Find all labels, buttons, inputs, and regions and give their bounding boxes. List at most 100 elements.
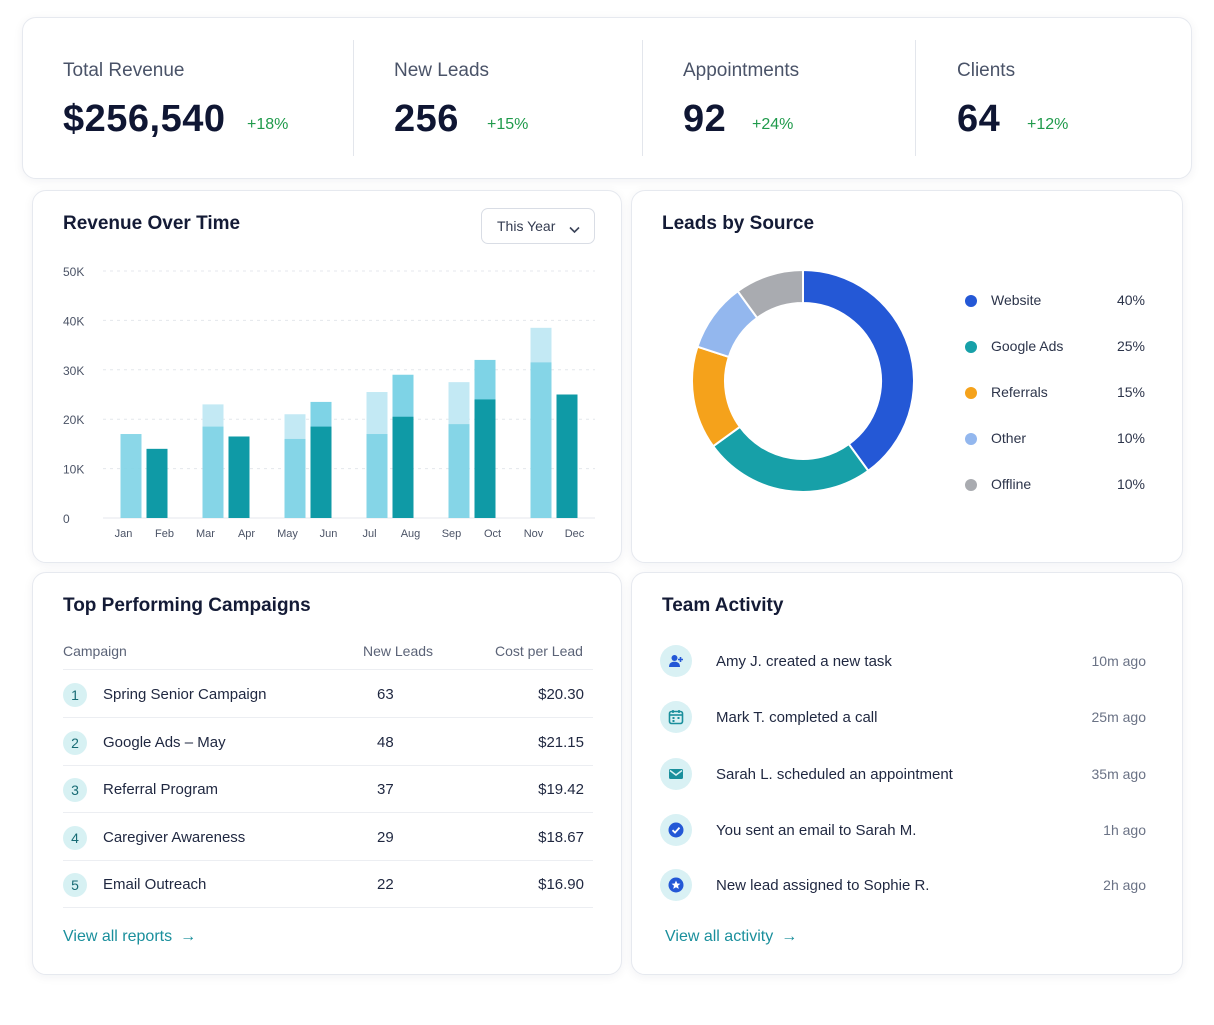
legend-swatch: [965, 479, 977, 491]
kpi-value: 256: [394, 98, 459, 140]
bar: [310, 426, 332, 518]
legend-swatch: [965, 341, 977, 353]
y-tick-label: 0: [63, 512, 70, 526]
activity-text: Mark T. completed a call: [716, 709, 878, 726]
leads-source-title: Leads by Source: [662, 213, 815, 234]
legend-label: Other: [991, 430, 1027, 446]
campaign-name: Google Ads – May: [103, 734, 226, 751]
bar: [146, 448, 168, 518]
campaign-leads: 22: [377, 876, 394, 893]
legend-label: Referrals: [991, 384, 1048, 400]
view-all-activity-link[interactable]: View all activity →: [665, 928, 797, 946]
campaign-row[interactable]: 3 Referral Program 37 $19.42: [63, 775, 593, 822]
star-badge-icon: [660, 869, 692, 901]
kpi-divider: [915, 40, 916, 156]
bar: [284, 438, 306, 518]
rank-badge: 5: [63, 873, 87, 897]
campaign-cost: $19.42: [538, 781, 584, 798]
bar: [120, 434, 142, 518]
kpi-appointments: Appointments 92 +24%: [683, 40, 913, 158]
y-tick-label: 20K: [63, 413, 84, 427]
bar: [530, 362, 552, 518]
leads-donut-chart: [691, 268, 915, 493]
x-tick-label: Sep: [442, 528, 462, 540]
activity-time: 35m ago: [1091, 766, 1146, 782]
campaign-cost: $21.15: [538, 734, 584, 751]
x-tick-label: May: [277, 528, 298, 540]
rank-badge: 2: [63, 731, 87, 755]
kpi-total-revenue: Total Revenue $256,540 +18%: [63, 40, 353, 158]
legend-percent: 10%: [1116, 476, 1145, 492]
kpi-delta: +18%: [247, 116, 289, 133]
activity-item[interactable]: Mark T. completed a call 25m ago: [660, 701, 1146, 735]
kpi-summary-card: Total Revenue $256,540 +18% New Leads 25…: [22, 17, 1192, 179]
y-tick-label: 10K: [63, 463, 84, 477]
donut-slice: [711, 425, 870, 493]
legend-label: Google Ads: [991, 338, 1064, 354]
col-header-campaign: Campaign: [63, 643, 127, 659]
row-divider: [63, 812, 593, 813]
activity-text: Sarah L. scheduled an appointment: [716, 766, 953, 783]
chevron-down-icon: [569, 221, 580, 237]
kpi-delta: +24%: [752, 116, 794, 133]
row-divider: [63, 717, 593, 718]
bar: [392, 416, 414, 518]
kpi-value: $256,540: [63, 98, 226, 140]
revenue-chart-card: Revenue Over Time This Year 0 10K 20K 30K 40…: [32, 190, 622, 563]
rank-badge: 3: [63, 778, 87, 802]
activity-time: 25m ago: [1091, 709, 1146, 725]
activity-item[interactable]: Sarah L. scheduled an appointment 35m ag…: [660, 758, 1146, 792]
campaign-row[interactable]: 1 Spring Senior Campaign 63 $20.30: [63, 680, 593, 727]
team-activity-card: Team Activity Amy J. created a new task …: [631, 572, 1183, 975]
activity-text: You sent an email to Sarah M.: [716, 822, 917, 839]
date-range-select[interactable]: This Year: [481, 208, 595, 244]
campaign-leads: 29: [377, 829, 394, 846]
view-all-reports-link[interactable]: View all reports →: [63, 928, 196, 946]
campaign-leads: 37: [377, 781, 394, 798]
legend-item: Website 40%: [962, 291, 1152, 311]
legend-item: Google Ads 25%: [962, 337, 1152, 357]
revenue-bar-chart: 0 10K 20K 30K 40K 50K Jan Feb Mar Apr May Jun Jul Aug…: [63, 265, 595, 540]
bar: [474, 399, 496, 518]
kpi-delta: +15%: [487, 116, 529, 133]
kpi-divider: [642, 40, 643, 156]
y-tick-label: 40K: [63, 314, 84, 328]
activity-time: 2h ago: [1103, 877, 1146, 893]
x-tick-label: Jul: [362, 528, 376, 540]
check-circle-icon: [660, 814, 692, 846]
rank-badge: 1: [63, 683, 87, 707]
row-divider: [63, 765, 593, 766]
bar: [366, 434, 388, 518]
row-divider: [63, 907, 593, 908]
activity-item[interactable]: New lead assigned to Sophie R. 2h ago: [660, 869, 1146, 903]
legend-label: Offline: [991, 476, 1032, 492]
header-divider: [63, 669, 593, 670]
team-activity-title: Team Activity: [662, 595, 784, 616]
campaign-row[interactable]: 5 Email Outreach 22 $16.90: [63, 870, 593, 917]
kpi-divider: [353, 40, 354, 156]
x-tick-label: Jun: [320, 528, 338, 540]
campaign-row[interactable]: 2 Google Ads – May 48 $21.15: [63, 728, 593, 775]
revenue-chart-title: Revenue Over Time: [63, 213, 241, 234]
user-plus-icon: [660, 645, 692, 677]
legend-percent: 25%: [1116, 338, 1145, 354]
y-tick-label: 50K: [63, 265, 84, 279]
legend-label: Website: [991, 292, 1042, 308]
x-tick-label: Oct: [484, 528, 501, 540]
legend-swatch: [965, 433, 977, 445]
arrow-right-icon: →: [180, 928, 197, 945]
campaign-leads: 48: [377, 734, 394, 751]
mail-icon: [660, 758, 692, 790]
legend-swatch: [965, 295, 977, 307]
kpi-label: New Leads: [394, 60, 490, 81]
campaign-leads: 63: [377, 686, 394, 703]
activity-item[interactable]: Amy J. created a new task 10m ago: [660, 645, 1146, 679]
activity-item[interactable]: You sent an email to Sarah M. 1h ago: [660, 814, 1146, 848]
legend-percent: 10%: [1116, 430, 1145, 446]
date-range-value: This Year: [497, 218, 556, 234]
activity-text: New lead assigned to Sophie R.: [716, 877, 930, 894]
link-label: View all activity: [665, 928, 774, 945]
campaign-row[interactable]: 4 Caregiver Awareness 29 $18.67: [63, 823, 593, 870]
activity-text: Amy J. created a new task: [716, 653, 892, 670]
calendar-icon: [660, 701, 692, 733]
